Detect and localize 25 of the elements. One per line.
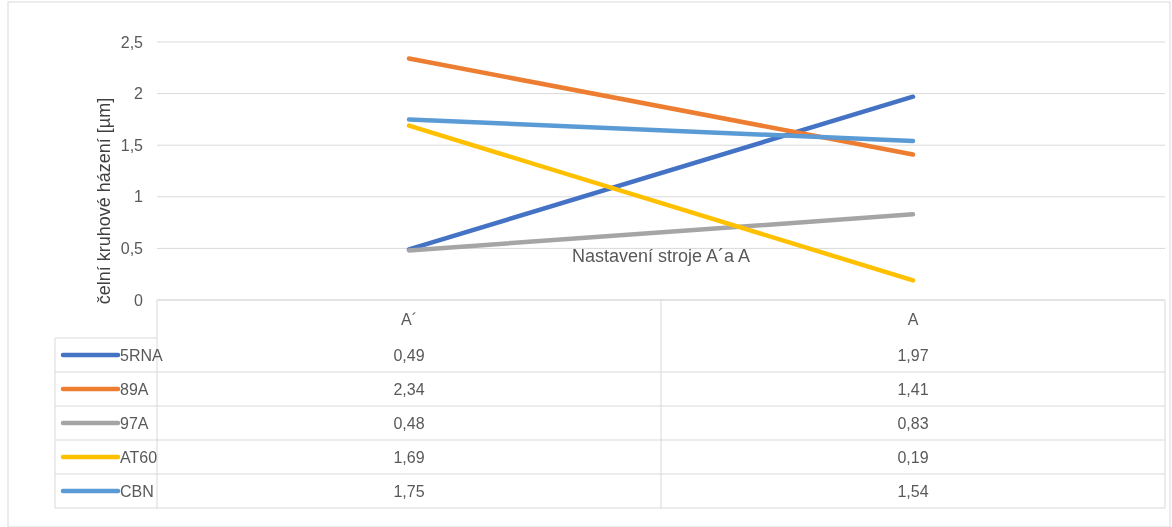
legend-label: 97A: [120, 414, 149, 432]
y-tick-label: 0: [134, 291, 144, 309]
y-axis-title: čelní kruhové házení [µm]: [94, 97, 114, 305]
data-label: 1,97: [897, 346, 929, 364]
legend-label: CBN: [120, 482, 154, 500]
data-label: 1,75: [393, 482, 425, 500]
y-tick-label: 1,5: [120, 136, 144, 154]
data-label: 1,54: [897, 482, 929, 500]
y-tick-label: 2: [134, 85, 144, 103]
data-label: 2,34: [393, 380, 425, 398]
y-tick-label: 0,5: [120, 240, 144, 257]
data-label: 0,19: [897, 448, 929, 466]
legend-label: AT60: [120, 448, 158, 466]
y-tick-label: 1: [134, 188, 144, 206]
data-label: 0,83: [897, 414, 929, 432]
x-axis-title: Nastavení stroje A´a A: [571, 246, 751, 266]
data-label: 0,48: [393, 414, 425, 432]
y-tick-label: 2,5: [120, 33, 144, 51]
data-label: 1,69: [393, 448, 425, 466]
legend-label: 89A: [120, 380, 149, 398]
x-tick-label: A´: [401, 310, 417, 328]
x-tick-label: A: [907, 310, 919, 328]
legend-label: 5RNA: [120, 346, 164, 364]
data-label: 1,41: [897, 380, 929, 398]
data-label: 0,49: [393, 346, 425, 364]
